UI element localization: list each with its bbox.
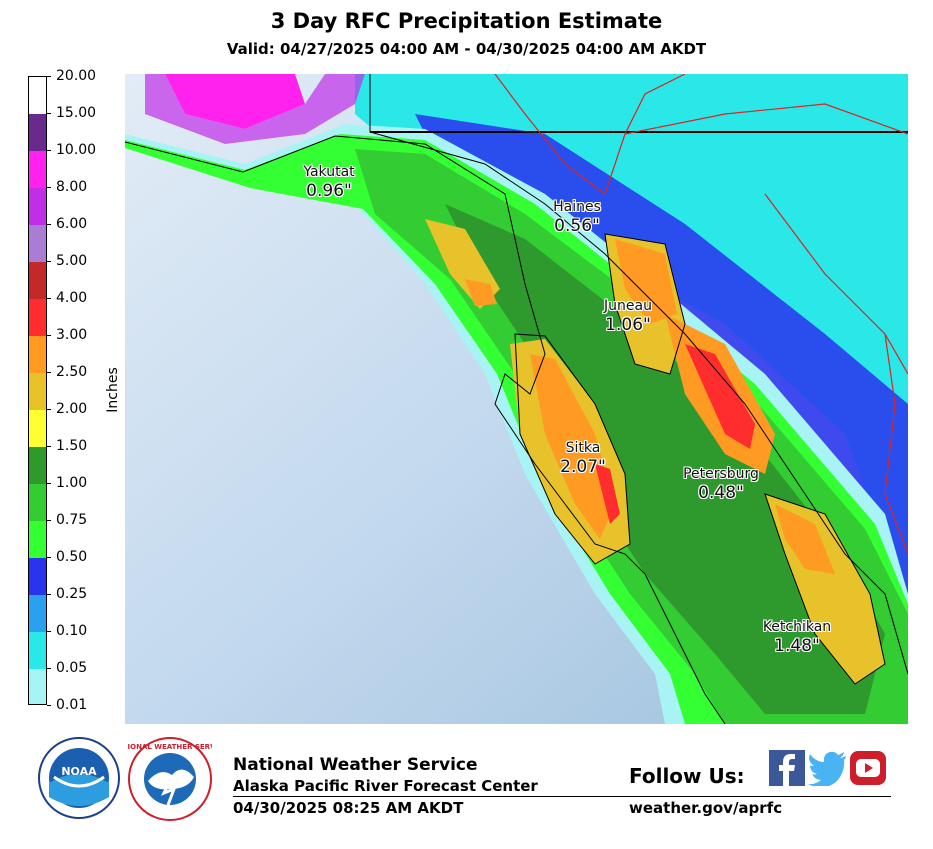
city-name-haines: Haines [553,199,601,215]
colorbar-tick-mark [47,150,51,151]
office-name: Alaska Pacific River Forecast Center [233,777,538,795]
colorbar-tick-mark [47,372,51,373]
colorbar-tick-label: 2.00 [56,401,88,417]
coast-range-red [685,344,755,449]
issued-time: 04/30/2025 08:25 AM AKDT [233,799,464,817]
colorbar-segment [29,558,46,596]
colorbar-tick-label: 0.01 [56,697,88,713]
valid-period: Valid: 04/27/2025 04:00 AM - 04/30/2025 … [226,40,707,58]
colorbar-tick-mark [47,446,51,447]
city-value-juneau: 1.06" [605,315,651,335]
colorbar-tick-mark [47,76,51,77]
colorbar-segment [29,447,46,485]
nws-logo-text: NATIONAL WEATHER SERVICE [128,743,212,751]
colorbar-tick-label: 20.00 [56,68,97,84]
colorbar-segment [29,595,46,633]
north-magenta-area [165,74,305,129]
colorbar-tick-mark [47,261,51,262]
inland-trace-region [355,74,908,724]
colorbar-segment [29,336,46,374]
colorbar-tick-mark [47,298,51,299]
twitter-icon[interactable] [808,750,848,786]
colorbar-tick-label: 5.00 [56,253,88,269]
precipitation-map [125,74,908,724]
page-title: 3 Day RFC Precipitation Estimate [270,9,663,33]
org-name: National Weather Service [233,755,478,775]
city-value-haines: 0.56" [554,216,600,236]
colorbar-segment [29,188,46,226]
city-name-sitka: Sitka [565,440,601,456]
colorbar-segment [29,521,46,559]
colorbar-tick-label: 3.00 [56,327,88,343]
colorbar-tick-label: 4.00 [56,290,88,306]
chilkat-orange-area [465,279,497,306]
city-name-ketchikan: Ketchikan [762,619,832,635]
colorbar-segment [29,373,46,411]
colorbar-segment [29,632,46,670]
coastline [125,135,726,724]
highway-lines [494,74,908,555]
colorbar-tick-label: 15.00 [56,105,97,121]
nws-logo: NATIONAL WEATHER SERVICE [128,737,212,821]
sitka-red-area [595,464,620,524]
colorbar-tick-label: 1.00 [56,475,88,491]
colorbar-tick-mark [47,668,51,669]
city-value-ketchikan: 1.48" [774,636,820,656]
colorbar-segment [29,77,46,115]
city-value-sitka: 2.07" [560,457,606,477]
facebook-icon[interactable] [769,750,805,786]
north-purple-area [145,74,365,144]
colorbar-tick-mark [47,409,51,410]
colorbar-tick-label: 0.10 [56,623,88,639]
colorbar-tick-label: 10.00 [56,142,97,158]
colorbar-tick-label: 2.50 [56,364,88,380]
colorbar-tick-mark [47,631,51,632]
colorbar-segment [29,262,46,300]
precipitation-colorbar [28,76,47,705]
colorbar-segment [29,299,46,337]
colorbar-tick-mark [47,520,51,521]
colorbar-tick-label: 1.50 [56,438,88,454]
city-value-yakutat: 0.96" [306,181,352,201]
juneau-orange-area [615,239,677,324]
colorbar-segment [29,410,46,448]
colorbar-tick-label: 0.25 [56,586,88,602]
city-name-juneau: Juneau [604,298,652,314]
footer-rule [233,796,891,797]
island-outlines [514,233,886,685]
youtube-icon[interactable] [850,750,886,786]
colorbar-tick-label: 0.05 [56,660,88,676]
colorbar-tick-mark [47,224,51,225]
ketchikan-orange-area [775,504,835,574]
colorbar-tick-mark [47,705,51,706]
border-line-boundary [369,74,908,675]
city-name-petersburg: Petersburg [683,466,759,482]
colorbar-tick-mark [47,594,51,595]
inner-heavy-band [445,204,885,714]
colorbar-tick-mark [47,113,51,114]
city-name-yakutat: Yakutat [303,164,355,180]
colorbar-tick-mark [47,187,51,188]
colorbar-segment [29,151,46,189]
colorbar-tick-mark [47,335,51,336]
sitka-orange-area [530,354,615,539]
colorbar-tick-label: 6.00 [56,216,88,232]
colorbar-tick-label: 0.75 [56,512,88,528]
colorbar-tick-mark [47,483,51,484]
follow-us-label: Follow Us: [629,764,745,788]
colorbar-tick-label: 8.00 [56,179,88,195]
website-link[interactable]: weather.gov/aprfc [629,799,783,817]
colorbar-segment [29,114,46,152]
noaa-logo: NOAA [38,737,120,819]
colorbar-tick-label: 0.50 [56,549,88,565]
colorbar-segment [29,484,46,522]
city-value-petersburg: 0.48" [698,483,744,503]
noaa-logo-text: NOAA [61,765,97,778]
colorbar-label: Inches [105,367,121,413]
colorbar-segment [29,669,46,704]
colorbar-segment [29,225,46,263]
colorbar-tick-mark [47,557,51,558]
